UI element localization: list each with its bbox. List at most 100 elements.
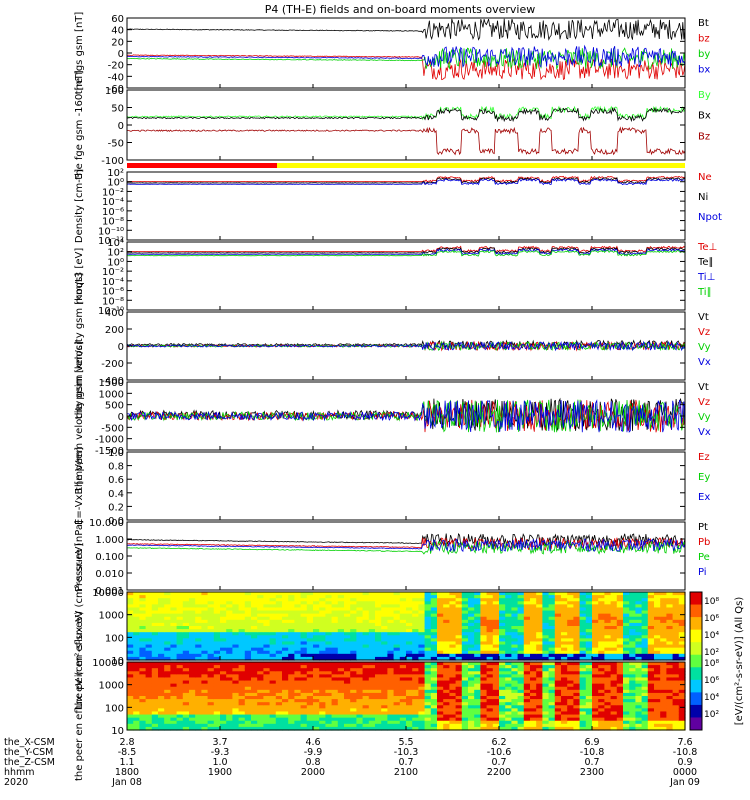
heatmap-cell (275, 613, 283, 618)
heatmap-cell (437, 650, 444, 655)
heatmap-cell (362, 604, 370, 609)
heatmap-cell (406, 668, 413, 672)
heatmap-cell (189, 653, 196, 658)
heatmap-cell (468, 711, 475, 716)
heatmap-cell (647, 714, 655, 719)
heatmap-cell (139, 592, 147, 596)
heatmap-cell (331, 680, 339, 685)
heatmap-cell (207, 720, 215, 725)
heatmap-cell (548, 699, 556, 703)
heatmap-cell (468, 680, 475, 685)
heatmap-cell (387, 601, 395, 605)
heatmap-cell (505, 632, 512, 636)
heatmap-cell (164, 671, 171, 675)
heatmap-cell (220, 607, 227, 612)
heatmap-cell (238, 616, 246, 621)
heatmap-cell (517, 702, 525, 706)
heatmap-cell (195, 726, 202, 731)
heatmap-cell (412, 662, 419, 666)
heatmap-cell (461, 641, 469, 646)
heatmap-cell (468, 720, 475, 725)
heatmap-cell (660, 595, 667, 599)
heatmap-cell (666, 662, 674, 666)
heatmap-cell (300, 595, 308, 599)
heatmap-cell (319, 616, 326, 621)
heatmap-cell (561, 592, 568, 596)
heatmap-cell (375, 650, 382, 655)
heatmap-cell (139, 613, 147, 618)
heatmap-cell (486, 632, 494, 636)
heatmap-cell (666, 677, 674, 682)
heatmap-cell (288, 622, 295, 627)
heatmap-cell (170, 714, 178, 719)
heatmap-cell (381, 714, 388, 719)
heatmap-cell (368, 641, 376, 646)
heatmap-cell (325, 650, 333, 655)
heatmap-cell (213, 726, 221, 731)
heatmap-cell (449, 638, 457, 643)
heatmap-cell (375, 619, 382, 624)
heatmap-cell (424, 622, 432, 627)
heatmap-cell (251, 668, 258, 672)
heatmap-cell (530, 592, 537, 596)
heatmap-cell (511, 680, 519, 685)
heatmap-cell (139, 686, 147, 691)
heatmap-cell (127, 680, 134, 685)
heatmap-cell (598, 656, 605, 661)
heatmap-cell (598, 644, 605, 649)
heatmap-cell (201, 671, 209, 675)
heatmap-cell (449, 613, 457, 618)
heatmap-cell (455, 595, 463, 599)
heatmap-cell (486, 650, 494, 655)
heatmap-cell (306, 677, 314, 682)
heatmap-cell (207, 635, 215, 639)
heatmap-cell (263, 702, 271, 706)
heatmap-cell (567, 638, 574, 643)
heatmap-cell (189, 641, 196, 646)
heatmap-cell (511, 699, 519, 703)
heatmap-cell (623, 711, 630, 716)
y-tick-label: 10⁻² (102, 187, 124, 198)
heatmap-cell (678, 717, 686, 722)
heatmap-cell (474, 647, 481, 652)
heatmap-cell (480, 592, 488, 596)
heatmap-cell (158, 650, 165, 655)
heatmap-cell (468, 644, 475, 649)
heatmap-cell (294, 607, 302, 612)
heatmap-cell (294, 723, 302, 728)
heatmap-cell (133, 692, 140, 697)
heatmap-cell (604, 662, 612, 666)
heatmap-cell (610, 638, 618, 643)
heatmap-cell (412, 598, 419, 602)
heatmap-cell (678, 619, 686, 624)
heatmap-cell (666, 723, 674, 728)
heatmap-cell (356, 720, 364, 725)
heatmap-cell (412, 708, 419, 713)
heatmap-cell (592, 619, 599, 624)
heatmap-cell (616, 723, 624, 728)
heatmap-cell (536, 674, 543, 679)
heatmap-cell (325, 696, 333, 700)
heatmap-cell (542, 674, 550, 679)
heatmap-cell (616, 632, 624, 636)
heatmap-cell (660, 723, 667, 728)
heatmap-cell (542, 714, 550, 719)
heatmap-cell (337, 638, 345, 643)
heatmap-cell (170, 601, 178, 605)
heatmap-cell (170, 607, 178, 612)
heatmap-cell (623, 665, 630, 669)
heatmap-cell (542, 632, 550, 636)
heatmap-cell (530, 656, 537, 661)
heatmap-cell (418, 662, 426, 666)
heatmap-cell (499, 723, 506, 728)
heatmap-cell (629, 619, 636, 624)
heatmap-cell (523, 656, 531, 661)
heatmap-cell (232, 662, 240, 666)
heatmap-cell (269, 647, 277, 652)
heatmap-cell (244, 662, 252, 666)
heatmap-cell (220, 641, 227, 646)
heatmap-cell (282, 641, 289, 646)
heatmap-cell (635, 641, 643, 646)
heatmap-cell (443, 619, 450, 624)
heatmap-cell (548, 680, 556, 685)
